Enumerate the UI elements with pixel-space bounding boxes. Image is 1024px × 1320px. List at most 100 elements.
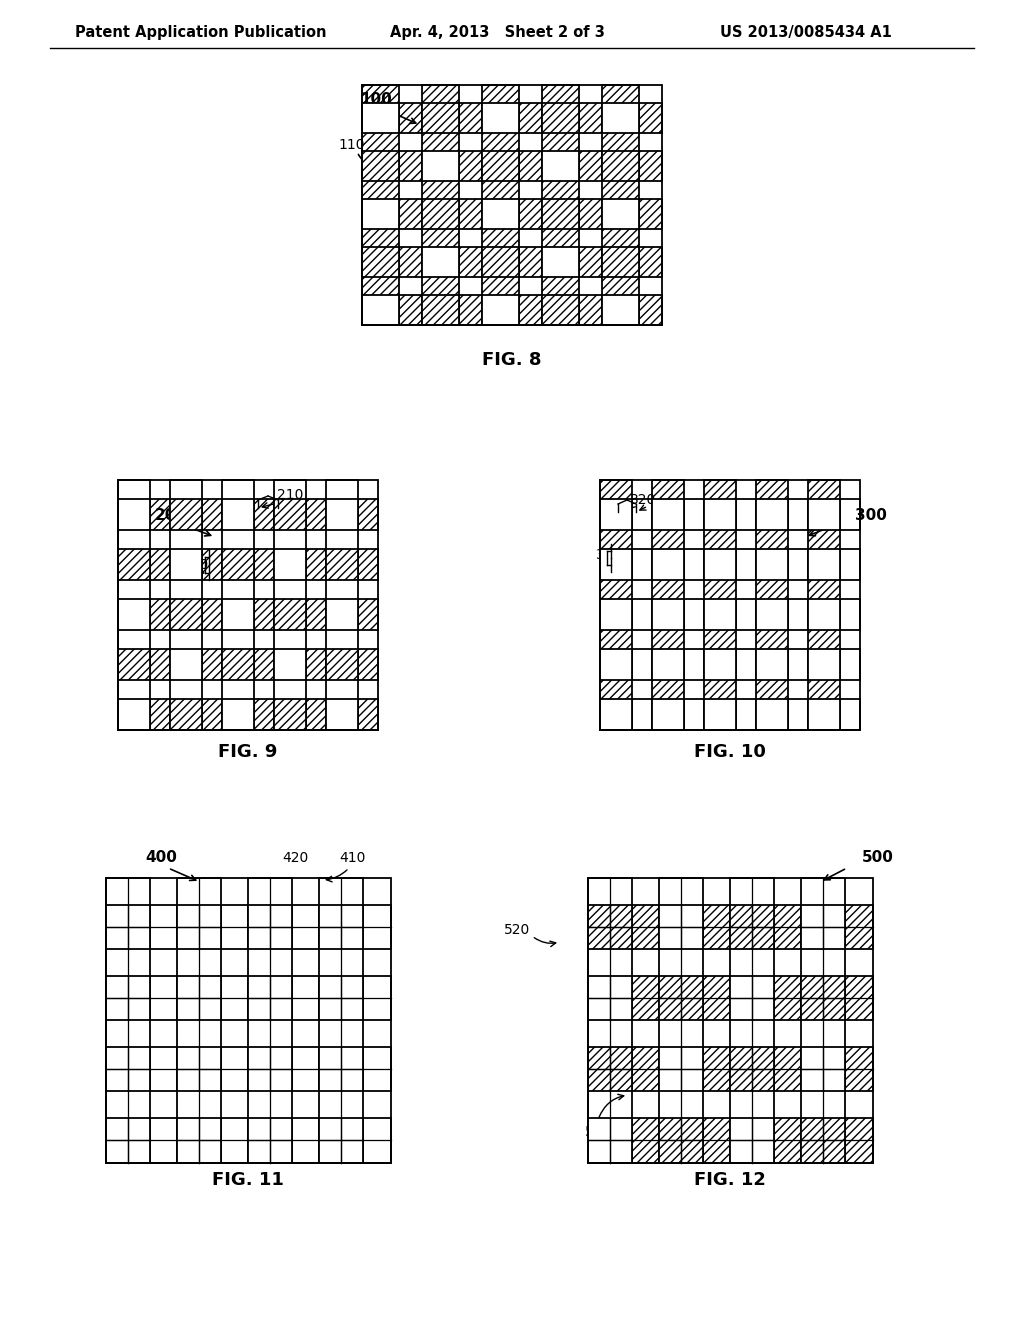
Bar (422, 199, 459, 228)
Bar (422, 84, 459, 325)
Bar (808, 499, 841, 531)
Bar (326, 649, 358, 680)
Bar (588, 1047, 632, 1092)
Bar (105, 1118, 390, 1163)
Bar (756, 480, 788, 730)
Bar (658, 975, 702, 1020)
Bar (118, 700, 378, 730)
Bar (248, 904, 292, 949)
Bar (274, 649, 306, 680)
Bar (542, 84, 580, 325)
Bar (658, 1118, 702, 1163)
Bar (362, 103, 662, 133)
Bar (105, 975, 390, 1020)
Bar (705, 480, 736, 730)
Bar (118, 549, 378, 579)
Bar (170, 499, 203, 531)
Bar (118, 480, 378, 730)
Text: 410: 410 (339, 851, 366, 865)
Bar (600, 599, 632, 630)
Bar (602, 199, 639, 228)
Bar (588, 1118, 632, 1163)
Bar (730, 1047, 774, 1092)
Bar (222, 549, 254, 579)
Bar (118, 599, 151, 630)
Bar (542, 296, 580, 325)
Bar (542, 103, 580, 133)
Text: 420: 420 (282, 851, 308, 865)
Bar (600, 549, 632, 579)
Bar (801, 975, 846, 1020)
Bar (326, 700, 358, 730)
Bar (105, 1047, 390, 1092)
Bar (118, 599, 378, 630)
Bar (652, 549, 684, 579)
Bar (600, 499, 860, 531)
Bar (177, 1118, 221, 1163)
Bar (652, 649, 684, 680)
Bar (801, 1047, 846, 1092)
Bar (658, 878, 702, 1163)
Text: FIG. 10: FIG. 10 (694, 743, 766, 762)
Bar (705, 549, 736, 579)
Bar (222, 480, 254, 730)
Bar (756, 599, 788, 630)
Bar (730, 878, 774, 1163)
Text: 200: 200 (155, 507, 187, 523)
Bar (801, 1118, 846, 1163)
Bar (756, 549, 788, 579)
Bar (118, 499, 378, 531)
Bar (705, 700, 736, 730)
Text: 520: 520 (504, 923, 530, 937)
Bar (248, 975, 292, 1020)
Bar (600, 499, 632, 531)
Bar (118, 700, 151, 730)
Text: FIG. 9: FIG. 9 (218, 743, 278, 762)
Text: 310: 310 (596, 548, 623, 562)
Bar (177, 904, 221, 949)
Bar (602, 152, 639, 181)
Bar (600, 599, 860, 630)
Bar (362, 247, 662, 277)
Bar (600, 649, 860, 680)
Text: FIG. 8: FIG. 8 (482, 351, 542, 370)
Bar (362, 152, 662, 181)
Bar (482, 199, 519, 228)
Bar (362, 84, 662, 325)
Bar (274, 549, 306, 579)
Bar (588, 904, 632, 949)
Bar (362, 199, 399, 228)
Bar (118, 649, 378, 680)
Bar (422, 296, 459, 325)
Bar (319, 904, 364, 949)
Bar (105, 878, 390, 1163)
Bar (105, 878, 150, 1163)
Bar (118, 480, 151, 730)
Bar (222, 599, 254, 630)
Bar (658, 1047, 702, 1092)
Bar (542, 247, 580, 277)
Bar (482, 103, 519, 133)
Bar (730, 975, 774, 1020)
Bar (362, 199, 662, 228)
Bar (588, 975, 872, 1020)
Bar (602, 103, 639, 133)
Text: Patent Application Publication: Patent Application Publication (75, 25, 327, 40)
Bar (170, 480, 203, 730)
Bar (170, 649, 203, 680)
Bar (652, 700, 684, 730)
Bar (705, 499, 736, 531)
Bar (105, 904, 390, 949)
Bar (482, 247, 519, 277)
Bar (482, 152, 519, 181)
Bar (602, 296, 639, 325)
Bar (422, 247, 459, 277)
Bar (482, 296, 519, 325)
Bar (248, 1047, 292, 1092)
Text: 210: 210 (276, 488, 303, 502)
Bar (177, 975, 221, 1020)
Bar (600, 649, 632, 680)
Bar (600, 700, 860, 730)
Bar (326, 480, 358, 730)
Text: 510: 510 (585, 1125, 611, 1139)
